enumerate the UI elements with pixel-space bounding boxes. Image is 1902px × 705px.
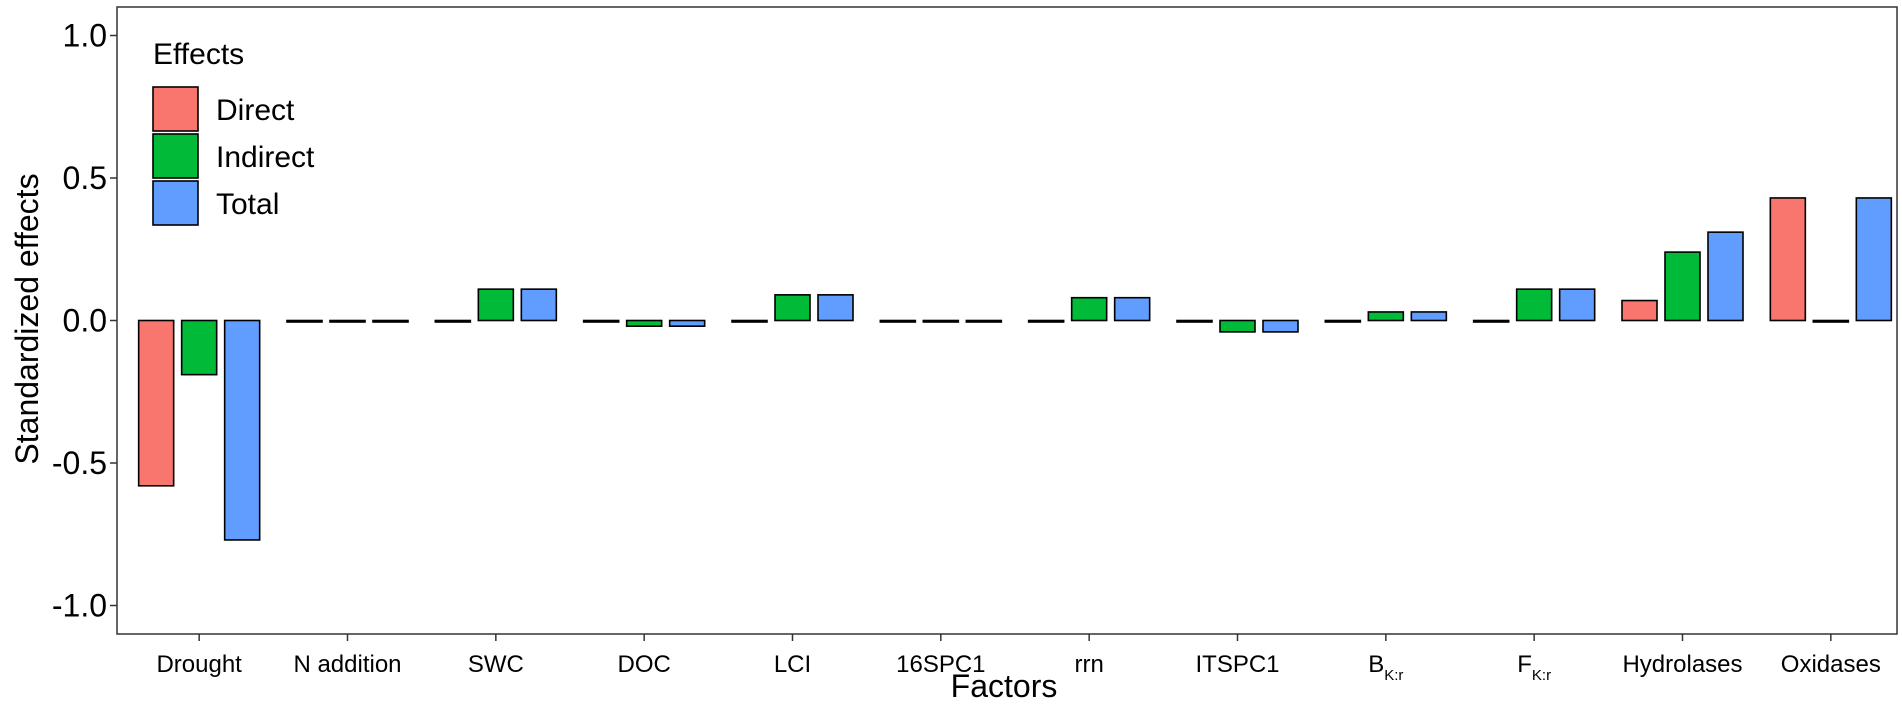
x-tick-label: BK:r xyxy=(1368,651,1403,684)
bar-indirect xyxy=(1812,319,1850,323)
bar-direct xyxy=(879,319,917,323)
x-tick-label: LCI xyxy=(774,651,811,678)
legend: Effects Direct Indirect Total xyxy=(152,38,315,226)
y-axis-title: Standardized effects xyxy=(9,173,45,464)
y-tick-label: -0.5 xyxy=(52,445,107,481)
x-tick-label: DOC xyxy=(617,651,670,678)
x-tick-label: Drought xyxy=(156,651,242,678)
bar-indirect xyxy=(625,319,663,327)
legend-label-total: Total xyxy=(216,188,279,221)
bar-total xyxy=(520,288,558,322)
bar-total xyxy=(1410,311,1448,322)
y-tick-label: 0.0 xyxy=(63,303,107,339)
bar-indirect xyxy=(774,294,811,322)
bar-direct xyxy=(1472,319,1510,323)
bar-indirect xyxy=(1070,296,1108,322)
bar-indirect xyxy=(329,319,366,323)
x-tick-label: 16SPC1 xyxy=(896,651,985,678)
x-tick-label: FK:r xyxy=(1517,651,1551,684)
bar-direct xyxy=(1324,319,1362,323)
y-tick-label: -1.0 xyxy=(52,588,107,624)
bar-total xyxy=(223,319,261,541)
legend-label-direct: Direct xyxy=(216,94,295,127)
bar-direct xyxy=(1621,299,1658,322)
legend-key-direct xyxy=(152,86,199,132)
x-tick-label: N addition xyxy=(293,651,401,678)
bar-direct xyxy=(286,319,323,323)
bar-indirect xyxy=(477,288,515,322)
bar-total xyxy=(668,319,706,327)
bar-direct xyxy=(137,319,175,487)
bar-direct xyxy=(731,319,768,323)
bar-indirect xyxy=(922,319,960,323)
legend-label-indirect: Indirect xyxy=(216,141,315,174)
bar-direct xyxy=(582,319,620,323)
plot-layer xyxy=(137,197,1893,541)
x-tick-label: Hydrolases xyxy=(1622,651,1742,678)
x-tick-label: Oxidases xyxy=(1781,651,1881,678)
bar-direct xyxy=(434,319,472,323)
bar-indirect xyxy=(1367,311,1405,322)
bar-indirect xyxy=(1515,288,1553,322)
bar-total xyxy=(1558,288,1596,322)
bar-direct xyxy=(1027,319,1065,323)
bar-total xyxy=(1707,231,1744,322)
bar-total xyxy=(1855,197,1893,322)
x-tick-label: SWC xyxy=(468,651,524,678)
bar-total xyxy=(1113,296,1151,322)
bar-indirect xyxy=(180,319,218,376)
axes-layer: Standardized effects Factors 1.0 0.5 0.0 -0… xyxy=(9,6,1898,704)
x-axis-title: Factors xyxy=(951,668,1058,704)
legend-key-total xyxy=(152,180,199,226)
y-tick-label: 1.0 xyxy=(63,18,107,54)
bar-total xyxy=(965,319,1003,323)
x-tick-label: ITSPC1 xyxy=(1195,651,1279,678)
bar-indirect xyxy=(1219,319,1256,333)
bar-direct xyxy=(1176,319,1213,323)
legend-key-indirect xyxy=(152,133,199,179)
bar-total xyxy=(372,319,409,323)
y-tick-label: 0.5 xyxy=(63,160,107,196)
bar-direct xyxy=(1769,197,1807,322)
x-tick-label: rrn xyxy=(1074,651,1103,678)
legend-title: Effects xyxy=(153,38,244,71)
bar-total xyxy=(1262,319,1299,333)
bar-total xyxy=(817,294,854,322)
bar-indirect xyxy=(1664,251,1701,322)
